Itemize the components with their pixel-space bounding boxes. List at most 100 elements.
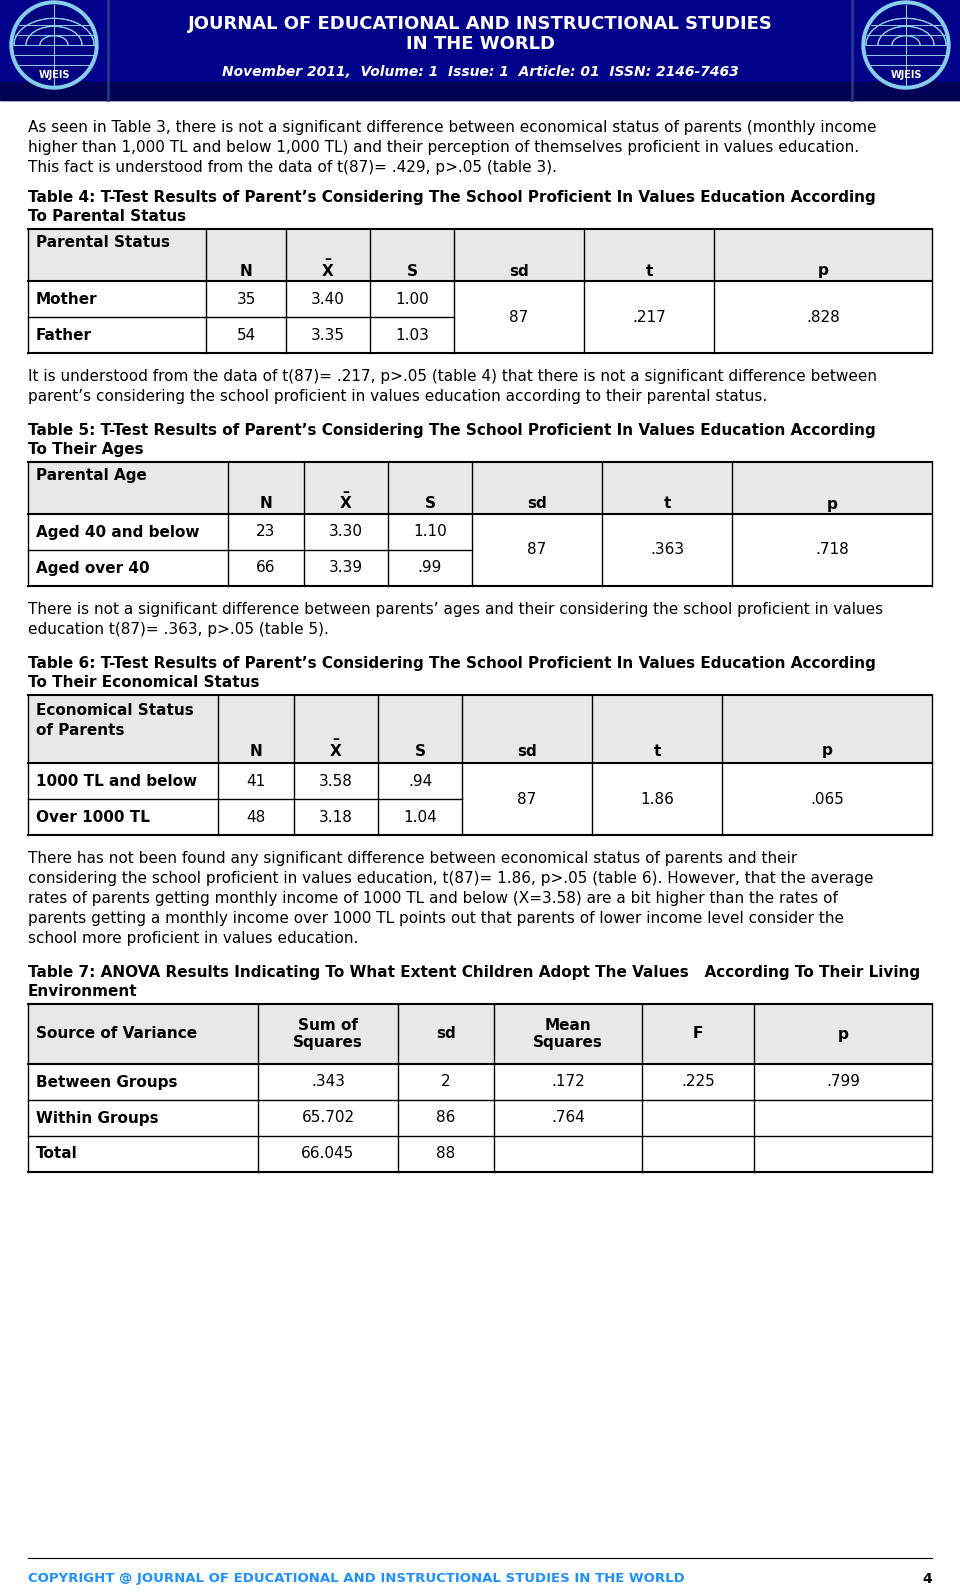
Text: .799: .799 bbox=[826, 1074, 860, 1090]
Bar bbox=[28, 1136, 932, 1171]
Text: F: F bbox=[693, 1026, 703, 1042]
Text: p: p bbox=[837, 1026, 849, 1042]
Bar bbox=[28, 763, 932, 800]
Text: Table 6: T-Test Results of Parent’s Considering The School Proficient In Values : Table 6: T-Test Results of Parent’s Cons… bbox=[28, 656, 876, 670]
Text: 1.86: 1.86 bbox=[640, 792, 674, 806]
Text: school more proficient in values education.: school more proficient in values educati… bbox=[28, 930, 358, 946]
Text: –: – bbox=[343, 485, 349, 500]
Text: There has not been found any significant difference between economical status of: There has not been found any significant… bbox=[28, 851, 797, 867]
Text: Table 5: T-Test Results of Parent’s Considering The School Proficient In Values : Table 5: T-Test Results of Parent’s Cons… bbox=[28, 423, 876, 437]
Text: 66: 66 bbox=[256, 560, 276, 576]
Bar bbox=[28, 318, 932, 353]
Circle shape bbox=[10, 2, 98, 89]
Bar bbox=[28, 551, 932, 586]
Text: 88: 88 bbox=[437, 1146, 456, 1162]
Text: Between Groups: Between Groups bbox=[36, 1074, 178, 1090]
Text: higher than 1,000 TL and below 1,000 TL) and their perception of themselves prof: higher than 1,000 TL and below 1,000 TL)… bbox=[28, 140, 859, 155]
Text: –: – bbox=[332, 733, 340, 745]
Text: Sum of
Squares: Sum of Squares bbox=[293, 1018, 363, 1050]
Text: 23: 23 bbox=[256, 525, 276, 539]
Text: of Parents: of Parents bbox=[36, 723, 125, 737]
Text: rates of parents getting monthly income of 1000 TL and below (X=3.58) are a bit : rates of parents getting monthly income … bbox=[28, 891, 838, 907]
Text: p: p bbox=[818, 263, 828, 278]
Text: Economical Status: Economical Status bbox=[36, 702, 194, 718]
Bar bbox=[28, 281, 932, 318]
Circle shape bbox=[866, 5, 946, 85]
Text: Parental Status: Parental Status bbox=[36, 235, 170, 251]
Text: 3.58: 3.58 bbox=[319, 774, 353, 788]
Text: IN THE WORLD: IN THE WORLD bbox=[405, 35, 555, 53]
Text: 3.35: 3.35 bbox=[311, 327, 345, 343]
Text: .343: .343 bbox=[311, 1074, 345, 1090]
Bar bbox=[0, 0, 960, 101]
Text: sd: sd bbox=[509, 263, 529, 278]
Text: 2: 2 bbox=[442, 1074, 451, 1090]
Text: It is understood from the data of t(87)= .217, p>.05 (table 4) that there is not: It is understood from the data of t(87)=… bbox=[28, 369, 877, 385]
Text: To Their Ages: To Their Ages bbox=[28, 442, 144, 456]
Text: S: S bbox=[415, 744, 425, 758]
Bar bbox=[28, 694, 932, 763]
Text: Mean
Squares: Mean Squares bbox=[533, 1018, 603, 1050]
Text: 86: 86 bbox=[436, 1111, 456, 1125]
Text: sd: sd bbox=[527, 496, 547, 511]
Text: 3.40: 3.40 bbox=[311, 292, 345, 306]
Text: Over 1000 TL: Over 1000 TL bbox=[36, 809, 150, 825]
Text: .718: .718 bbox=[815, 543, 849, 557]
Bar bbox=[28, 1100, 932, 1136]
Text: Table 4: T-Test Results of Parent’s Considering The School Proficient In Values : Table 4: T-Test Results of Parent’s Cons… bbox=[28, 190, 876, 204]
Text: As seen in Table 3, there is not a significant difference between economical sta: As seen in Table 3, there is not a signi… bbox=[28, 120, 876, 136]
Text: t: t bbox=[645, 263, 653, 278]
Text: Table 7: ANOVA Results Indicating To What Extent Children Adopt The Values   Acc: Table 7: ANOVA Results Indicating To Wha… bbox=[28, 966, 920, 980]
Text: .225: .225 bbox=[682, 1074, 715, 1090]
Text: 66.045: 66.045 bbox=[301, 1146, 354, 1162]
Text: 3.30: 3.30 bbox=[329, 525, 363, 539]
Text: To Parental Status: To Parental Status bbox=[28, 209, 186, 223]
Text: education t(87)= .363, p>.05 (table 5).: education t(87)= .363, p>.05 (table 5). bbox=[28, 622, 329, 637]
Text: N: N bbox=[259, 496, 273, 511]
Text: parents getting a monthly income over 1000 TL points out that parents of lower i: parents getting a monthly income over 10… bbox=[28, 911, 844, 926]
Text: WJEIS: WJEIS bbox=[890, 70, 922, 80]
Text: .217: .217 bbox=[632, 310, 666, 324]
Text: S: S bbox=[424, 496, 436, 511]
Text: X: X bbox=[340, 496, 352, 511]
Text: JOURNAL OF EDUCATIONAL AND INSTRUCTIONAL STUDIES: JOURNAL OF EDUCATIONAL AND INSTRUCTIONAL… bbox=[187, 14, 773, 34]
Text: .764: .764 bbox=[551, 1111, 585, 1125]
Text: 1.03: 1.03 bbox=[396, 327, 429, 343]
Bar bbox=[28, 1065, 932, 1100]
Text: COPYRIGHT @ JOURNAL OF EDUCATIONAL AND INSTRUCTIONAL STUDIES IN THE WORLD: COPYRIGHT @ JOURNAL OF EDUCATIONAL AND I… bbox=[28, 1572, 684, 1585]
Text: N: N bbox=[250, 744, 262, 758]
Text: 4: 4 bbox=[923, 1572, 932, 1586]
Circle shape bbox=[862, 2, 950, 89]
Text: Parental Age: Parental Age bbox=[36, 468, 147, 484]
Text: WJEIS: WJEIS bbox=[38, 70, 70, 80]
Text: .94: .94 bbox=[408, 774, 432, 788]
Bar bbox=[28, 1004, 932, 1065]
Text: 35: 35 bbox=[236, 292, 255, 306]
Text: sd: sd bbox=[436, 1026, 456, 1042]
Bar bbox=[0, 81, 960, 101]
Text: S: S bbox=[406, 263, 418, 278]
Text: 1000 TL and below: 1000 TL and below bbox=[36, 774, 197, 788]
Text: 1.00: 1.00 bbox=[396, 292, 429, 306]
Text: Aged 40 and below: Aged 40 and below bbox=[36, 525, 200, 539]
Text: .065: .065 bbox=[810, 792, 844, 806]
Text: Father: Father bbox=[36, 327, 92, 343]
Text: X: X bbox=[330, 744, 342, 758]
Text: .363: .363 bbox=[650, 543, 684, 557]
Text: p: p bbox=[827, 496, 837, 511]
Text: .99: .99 bbox=[418, 560, 443, 576]
Text: 65.702: 65.702 bbox=[301, 1111, 354, 1125]
Text: sd: sd bbox=[517, 744, 537, 758]
Bar bbox=[28, 800, 932, 835]
Text: p: p bbox=[822, 744, 832, 758]
Text: 87: 87 bbox=[517, 792, 537, 806]
Bar bbox=[28, 461, 932, 514]
Text: .828: .828 bbox=[806, 310, 840, 324]
Text: –: – bbox=[324, 252, 331, 267]
Text: To Their Economical Status: To Their Economical Status bbox=[28, 675, 259, 689]
Text: Source of Variance: Source of Variance bbox=[36, 1026, 197, 1042]
Text: 1.04: 1.04 bbox=[403, 809, 437, 825]
Text: This fact is understood from the data of t(87)= .429, p>.05 (table 3).: This fact is understood from the data of… bbox=[28, 160, 557, 176]
Text: Total: Total bbox=[36, 1146, 78, 1162]
Text: Environment: Environment bbox=[28, 985, 137, 999]
